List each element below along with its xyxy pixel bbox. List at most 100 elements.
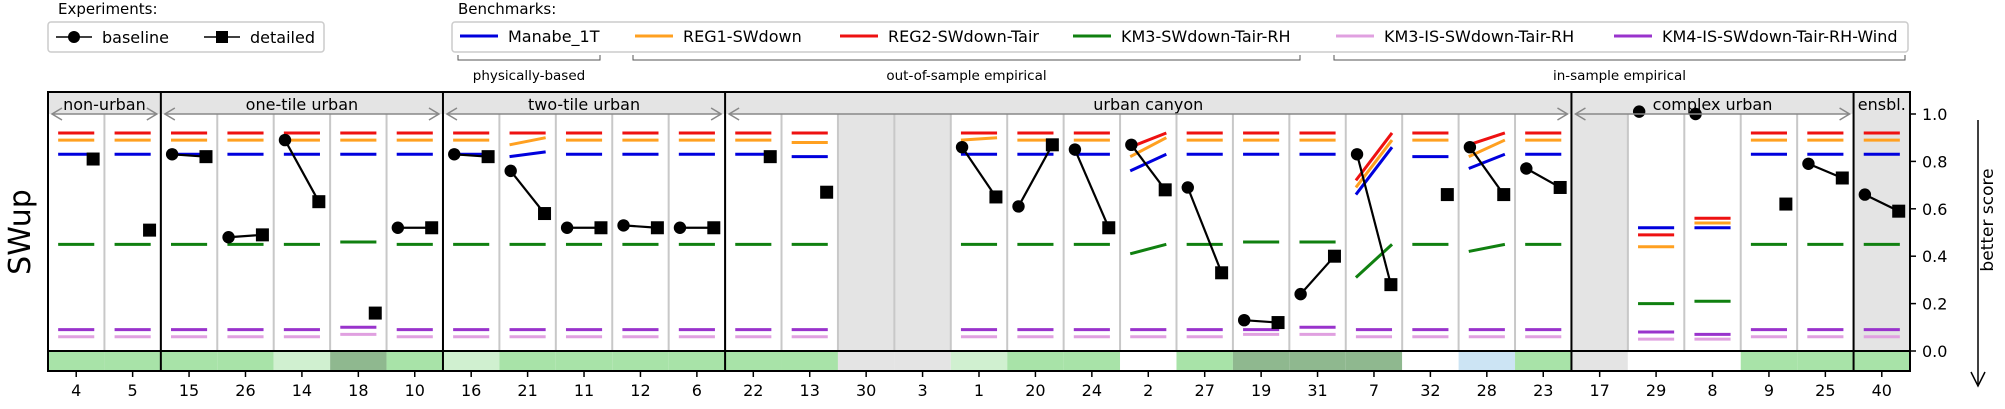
- plot-area: non-urban one-tile urban two-tile urban urb…: [3, 91, 1998, 400]
- left-arrow-icon: [727, 107, 740, 121]
- legend-benchmark-0: Manabe_1T: [460, 27, 600, 47]
- x-tick-label-24: 24: [1082, 381, 1102, 400]
- right-arrow-icon: [428, 107, 441, 121]
- legend: Experiments: baseline detailed Benchmarks: M…: [47, 0, 1909, 84]
- x-tick-label-5: 5: [128, 381, 138, 400]
- detailed-point-31: [1327, 249, 1341, 263]
- benchmarks-legend-box: [451, 21, 1909, 53]
- detailed-point-12: [650, 221, 664, 235]
- y-tick-label: 0.6: [1922, 200, 1947, 219]
- site-strip-cell-10: [386, 351, 443, 371]
- group-5: ensbl.: [1858, 95, 1906, 114]
- experiments-title: Experiments:: [58, 0, 158, 18]
- baseline-point-10: [391, 221, 405, 234]
- legend-benchmark-4: KM3-IS-SWdown-Tair-RH: [1336, 27, 1574, 46]
- benchmark-group-label: in-sample empirical: [1553, 68, 1686, 84]
- legend-benchmark-label: REG2-SWdown-Tair: [888, 27, 1039, 46]
- left-arrow-icon: [50, 107, 63, 121]
- detailed-point-22: [763, 150, 777, 164]
- site-strip-cell-1: [950, 351, 1008, 371]
- detailed-point-15: [199, 150, 213, 164]
- y-tick-label: 0.2: [1922, 295, 1947, 314]
- x-tick-label-32: 32: [1420, 381, 1440, 400]
- benchmark-mark-0-2: [1129, 152, 1167, 173]
- site-strip-cell-24: [1063, 351, 1121, 371]
- site-strip-cell-20: [1007, 351, 1064, 371]
- detailed-point-21: [538, 207, 552, 221]
- legend-experiment-label: detailed: [250, 28, 315, 47]
- x-tick-label-2: 2: [1143, 381, 1153, 400]
- baseline-point-26: [222, 231, 235, 244]
- benchmarks-title: Benchmarks:: [458, 0, 556, 18]
- detailed-point-1: [989, 190, 1003, 204]
- detailed-point-40: [1892, 204, 1906, 218]
- missing-site-shade-3: [894, 114, 951, 351]
- site-strip-cell-4: [48, 351, 105, 371]
- x-tick-label-14: 14: [292, 381, 312, 400]
- baseline-point-28: [1463, 140, 1477, 154]
- detailed-point-14: [312, 195, 326, 209]
- baseline-point-27: [1181, 181, 1194, 194]
- left-arrow-icon: [163, 107, 176, 121]
- experiment-connector-2: [1130, 144, 1167, 191]
- detailed-point-9: [1779, 197, 1793, 211]
- x-tick-label-8: 8: [1707, 381, 1717, 400]
- legend-benchmark-1: REG1-SWdown: [635, 27, 802, 46]
- detailed-point-10: [425, 221, 439, 235]
- experiment-connector-20: [1017, 144, 1054, 207]
- detailed-point-28: [1497, 188, 1511, 202]
- x-tick-label-29: 29: [1646, 381, 1666, 400]
- benchmark-mark-3-2: [1129, 242, 1167, 256]
- experiment-connector-1: [961, 146, 997, 198]
- group-4: complex urban: [1573, 95, 1852, 121]
- x-tick-label-21: 21: [517, 381, 537, 400]
- site-strip-cell-9: [1740, 351, 1798, 371]
- bracket-line: [632, 55, 1301, 61]
- x-tick-label-40: 40: [1872, 381, 1892, 400]
- benchmark-mark-1-7: [1354, 139, 1394, 189]
- baseline-point-31: [1294, 287, 1307, 301]
- group-label: one-tile urban: [246, 95, 358, 114]
- circle-marker-icon: [68, 31, 80, 43]
- benchmark-mark-3-7: [1354, 243, 1394, 279]
- site-strip-cell-18: [330, 351, 387, 371]
- detailed-point-26: [255, 228, 269, 242]
- legend-benchmark-3: KM3-SWdown-Tair-RH: [1073, 27, 1291, 46]
- group-label: complex urban: [1653, 95, 1773, 114]
- group-label: ensbl.: [1858, 95, 1906, 114]
- experiment-connector-7: [1355, 154, 1392, 285]
- legend-experiment-label: baseline: [102, 28, 169, 47]
- baseline-point-7: [1350, 148, 1364, 161]
- baseline-point-19: [1237, 313, 1251, 327]
- site-strip-cell-29: [1627, 351, 1685, 371]
- missing-site-shade-17: [1571, 114, 1628, 351]
- benchmark-mark-0-7: [1354, 146, 1394, 196]
- detailed-point-7: [1384, 278, 1398, 292]
- group-label: urban canyon: [1093, 95, 1203, 114]
- baseline-point-14: [278, 133, 292, 147]
- legend-benchmark-label: Manabe_1T: [508, 27, 600, 47]
- benchmark-mark-3-28: [1468, 242, 1506, 253]
- detailed-point-11: [594, 221, 608, 235]
- site-strip-cell-28: [1458, 351, 1516, 371]
- detailed-point-2: [1158, 183, 1172, 197]
- y-axis-label: SWup: [3, 189, 38, 275]
- legend-experiment-detailed: detailed: [204, 28, 315, 47]
- x-tick-label-1: 1: [974, 381, 984, 400]
- legend-benchmark-label: KM3-IS-SWdown-Tair-RH: [1384, 27, 1574, 46]
- left-arrow-icon: [1573, 107, 1586, 121]
- site-strip-cell-25: [1797, 351, 1854, 371]
- x-tick-label-22: 22: [743, 381, 763, 400]
- baseline-point-2: [1125, 138, 1138, 152]
- x-tick-label-25: 25: [1815, 381, 1835, 400]
- site-strip-cell-2: [1120, 351, 1177, 371]
- right-arrow-icon: [1839, 107, 1852, 121]
- bracket-line: [457, 55, 601, 61]
- site-strip-cell-13: [781, 351, 838, 371]
- x-tick-label-17: 17: [1589, 381, 1609, 400]
- better-score-label: better score: [1978, 168, 1998, 271]
- detailed-point-19: [1271, 316, 1285, 330]
- baseline-point-25: [1802, 157, 1815, 170]
- detailed-point-18: [368, 306, 382, 320]
